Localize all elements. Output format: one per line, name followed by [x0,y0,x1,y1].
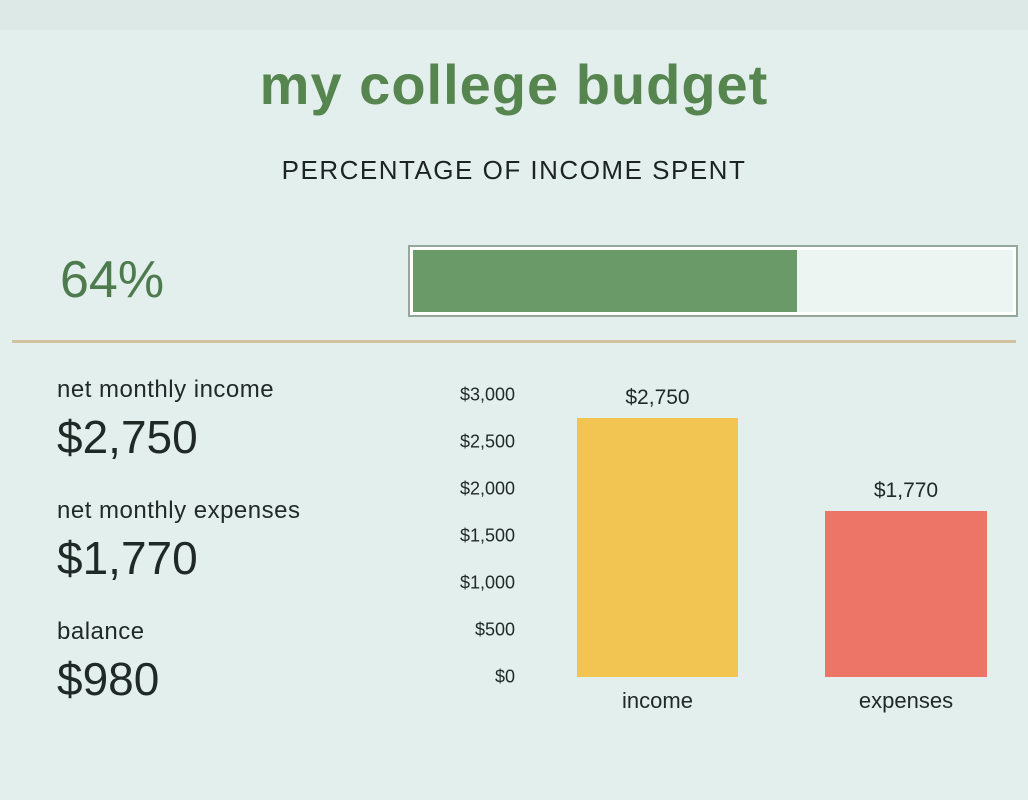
stat-label: balance [57,618,145,645]
stat-label: net monthly expenses [57,497,301,524]
y-axis-tick-label: $1,000 [459,572,515,593]
page-top-shade [0,0,1028,30]
progress-fill [413,250,797,312]
bar-value-label-income: $2,750 [625,386,690,409]
progress-bar [408,245,1018,317]
bar-expenses [825,511,987,677]
stat-value: $980 [57,653,160,705]
bar-value-label-expenses: $1,770 [873,479,939,502]
y-axis-tick-label: $1,500 [459,525,515,546]
stat-balance: balance $980 [57,618,417,706]
bar-income [577,418,738,677]
bar-category-label-income: income [622,688,693,713]
summary-stats: net monthly income $2,750 net monthly ex… [57,376,417,739]
section-divider [12,340,1016,343]
y-axis-tick-label: $3,000 [459,384,515,405]
y-axis-tick-label: $2,000 [459,478,515,499]
y-axis-tick-label: $0 [494,666,515,687]
stat-value: $1,770 [57,532,198,584]
percent-spent-value: 64% [60,251,165,309]
page-title: my college budget [259,53,769,116]
stat-net-monthly-expenses: net monthly expenses $1,770 [57,497,417,585]
progress-track [413,250,1013,312]
stat-value: $2,750 [57,411,198,463]
y-axis-tick-label: $2,500 [459,431,515,452]
stat-net-monthly-income: net monthly income $2,750 [57,376,417,464]
bar-category-label-expenses: expenses [858,688,954,713]
page-subtitle: PERCENTAGE OF INCOME SPENT [281,155,747,185]
stat-label: net monthly income [57,376,275,403]
y-axis-tick-label: $500 [474,619,515,640]
